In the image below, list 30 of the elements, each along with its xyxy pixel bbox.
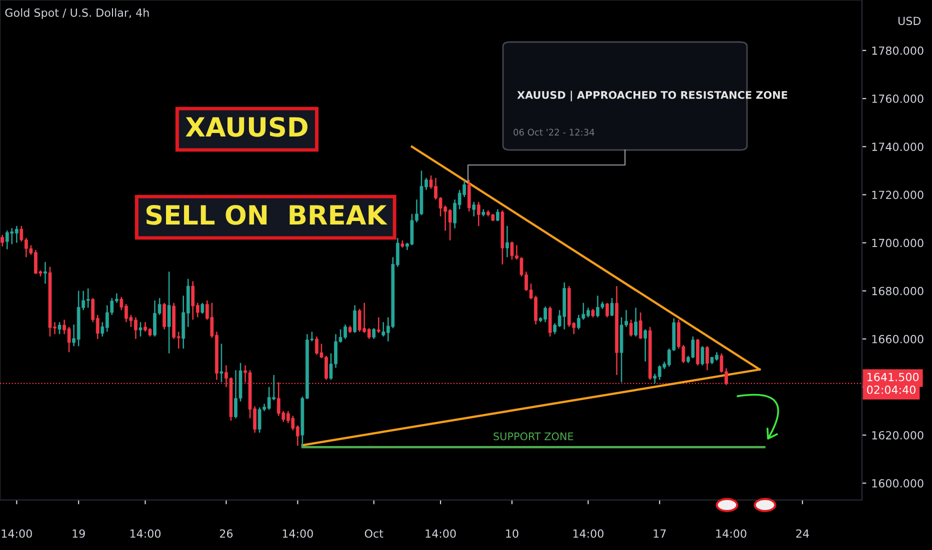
x-tick-label: 14:00 — [282, 529, 313, 538]
text: Gold Spot / U.S. Dollar, 4h — [5, 8, 149, 20]
annotation: SELL ON BREAK — [146, 204, 388, 225]
x-tick-label: 24 — [796, 529, 809, 538]
text: 02:04:40 — [867, 386, 916, 394]
y-tick-label: 1600.000 — [872, 479, 924, 488]
annotation: XAUUSD | APPROACHED TO RESISTANCE ZONE — [517, 90, 788, 102]
y-tick-label: 1780.000 — [872, 46, 924, 55]
y-tick-label: 1660.000 — [872, 334, 924, 344]
x-tick-label: Oct — [364, 529, 384, 538]
x-tick-label: 14:00 — [130, 529, 161, 538]
annotation: XAUUSD — [186, 116, 308, 137]
y-tick-label: 1760.000 — [872, 94, 924, 103]
x-tick-label: 17 — [654, 530, 666, 538]
ref-line-label: 1641.500 — [868, 372, 919, 382]
x-tick-label: 19 — [72, 529, 85, 538]
x-tick-label: 14:00 — [426, 529, 456, 538]
y-tick-label: 1680.000 — [872, 286, 924, 296]
series-label: SUPPORT ZONE — [494, 432, 574, 440]
annotation: 06 Oct '22 - 12:34 — [514, 128, 594, 136]
y-axis-title: USD — [898, 16, 921, 26]
x-tick-label: 10 — [506, 529, 518, 538]
y-tick-label: 1720.000 — [872, 190, 924, 200]
y-tick-label: 1700.000 — [872, 238, 924, 248]
x-tick-label: 14:00 — [2, 529, 32, 538]
x-tick-label: 14:00 — [573, 529, 604, 538]
x-tick-label: 26 — [220, 529, 233, 538]
y-tick-label: 1620.000 — [872, 431, 924, 440]
x-tick-label: 14:00 — [716, 529, 746, 538]
y-tick-label: 1740.000 — [872, 142, 924, 152]
